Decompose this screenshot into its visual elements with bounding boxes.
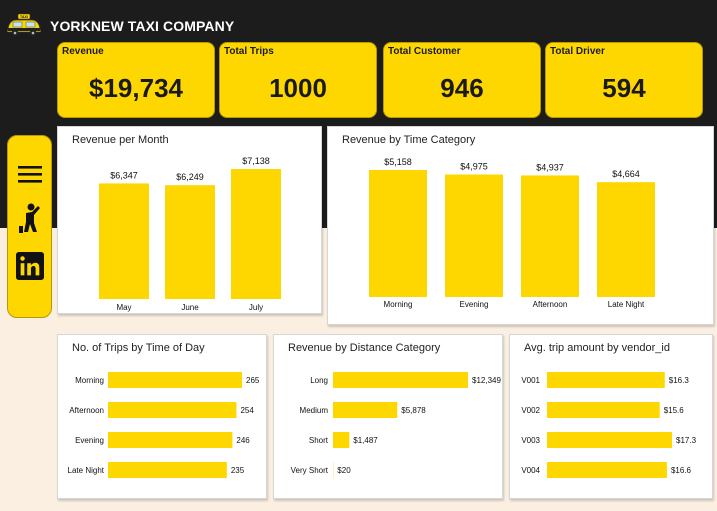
chart-bar	[547, 462, 667, 478]
data-label: $4,937	[536, 162, 564, 172]
chart-title: Revenue per Month	[72, 134, 169, 146]
chart-bar	[369, 170, 427, 297]
chart-plot: Long $12,349 Medium $5,878 Short $1,487 Very S…	[291, 372, 501, 478]
app-title: YORKNEW TAXI COMPANY	[50, 18, 235, 34]
category-label: Afternoon	[69, 406, 104, 415]
category-label: Late Night	[68, 466, 105, 475]
chart-bar	[547, 372, 665, 388]
side-nav	[7, 135, 52, 318]
category-label: V003	[521, 436, 540, 445]
chart-title: Revenue by Distance Category	[288, 342, 441, 354]
category-label: Medium	[300, 406, 329, 415]
chart-bar	[108, 372, 242, 388]
data-label: $15.6	[664, 406, 685, 415]
category-label: June	[181, 303, 199, 312]
chart-bar	[333, 402, 398, 418]
hamburger-menu-icon	[18, 166, 42, 183]
category-label: V001	[521, 376, 540, 385]
chart-bar	[108, 432, 233, 448]
menu-button[interactable]	[16, 160, 44, 188]
chart-bar	[108, 462, 227, 478]
chart-title: Revenue by Time Category	[342, 134, 476, 146]
kpi-value: 1000	[269, 73, 327, 103]
linkedin-button[interactable]	[16, 252, 44, 280]
chart-plot: $5,158 Morning $4,975 Evening $4,937 Afternoo…	[369, 157, 655, 309]
category-label: Morning	[75, 376, 104, 385]
chart-plot: $6,347 May $6,249 June $7,138 July	[99, 156, 281, 312]
kpi-label: Total Trips	[224, 46, 274, 57]
data-label: $4,975	[460, 162, 488, 172]
data-label: $16.3	[669, 376, 690, 385]
data-label: $17.3	[676, 436, 697, 445]
category-label: May	[116, 303, 131, 312]
chart-bar	[597, 182, 655, 297]
person-button[interactable]	[16, 203, 44, 233]
revenue-by-time-category-chart: Revenue by Time Category $5,158 Morning $4…	[327, 126, 714, 325]
trips-by-time-of-day-chart: No. of Trips by Time of Day Morning 265 Af…	[57, 334, 267, 499]
category-label: Very Short	[291, 466, 329, 475]
data-label: 254	[240, 406, 254, 415]
kpi-card-total-driver: Total Driver 594	[545, 42, 703, 118]
linkedin-icon	[16, 252, 44, 280]
avg-trip-amount-by-vendor-chart: Avg. trip amount by vendor_id V001 $16.3 V…	[509, 334, 713, 499]
data-label: $7,138	[242, 156, 270, 166]
category-label: Short	[309, 436, 329, 445]
category-label: Evening	[75, 436, 104, 445]
chart-title: Avg. trip amount by vendor_id	[524, 342, 670, 354]
chart-title: No. of Trips by Time of Day	[72, 342, 205, 354]
revenue-per-month-chart: Revenue per Month $6,347 May $6,249 June $7,…	[57, 126, 322, 314]
data-label: $20	[337, 466, 351, 475]
kpi-card-revenue: Revenue $19,734	[57, 42, 215, 118]
chart-bar	[445, 174, 503, 297]
chart-bar	[547, 402, 660, 418]
chart-bar	[521, 175, 579, 297]
chart-bar	[547, 432, 672, 448]
kpi-card-total-trips: Total Trips 1000	[219, 42, 377, 118]
category-label: Evening	[460, 300, 489, 309]
category-label: V004	[521, 466, 540, 475]
chart-bar	[108, 402, 237, 418]
app-header: TAXI YORKNEW TAXI COMPANY	[4, 12, 234, 40]
data-label: $5,878	[401, 406, 426, 415]
data-label: $1,487	[353, 436, 378, 445]
category-label: V002	[521, 406, 540, 415]
chart-bar	[231, 169, 281, 299]
kpi-value: 594	[602, 73, 646, 103]
kpi-card-total-customer: Total Customer 946	[383, 42, 541, 118]
data-label: 235	[231, 466, 245, 475]
kpi-label: Revenue	[62, 46, 104, 57]
chart-bar	[333, 372, 468, 388]
category-label: July	[249, 303, 263, 312]
data-label: $4,664	[612, 169, 640, 179]
kpi-label: Total Driver	[550, 46, 605, 57]
chart-bar	[99, 183, 149, 299]
kpi-value: $19,734	[89, 73, 183, 103]
taxi-logo-icon: TAXI	[6, 13, 42, 37]
logo-text: TAXI	[20, 15, 28, 19]
kpi-label: Total Customer	[388, 46, 461, 57]
category-label: Afternoon	[533, 300, 568, 309]
data-label: $6,347	[110, 170, 138, 180]
chart-bar	[165, 185, 215, 299]
data-label: $6,249	[176, 172, 204, 182]
category-label: Morning	[384, 300, 413, 309]
data-label: 246	[236, 436, 250, 445]
data-label: $5,158	[384, 157, 412, 167]
kpi-value: 946	[440, 73, 484, 103]
category-label: Long	[310, 376, 328, 385]
chart-bar	[333, 432, 350, 448]
data-label: $12,349	[472, 376, 501, 385]
chart-plot: V001 $16.3 V002 $15.6 V003 $17.3 V004 $16.6	[521, 372, 697, 478]
data-label: $16.6	[671, 466, 692, 475]
revenue-by-distance-category-chart: Revenue by Distance Category Long $12,349…	[273, 334, 503, 499]
person-hailing-taxi-icon	[19, 203, 40, 233]
category-label: Late Night	[608, 300, 645, 309]
data-label: 265	[246, 376, 260, 385]
chart-plot: Morning 265 Afternoon 254 Evening 246 Late Nig…	[68, 372, 260, 478]
